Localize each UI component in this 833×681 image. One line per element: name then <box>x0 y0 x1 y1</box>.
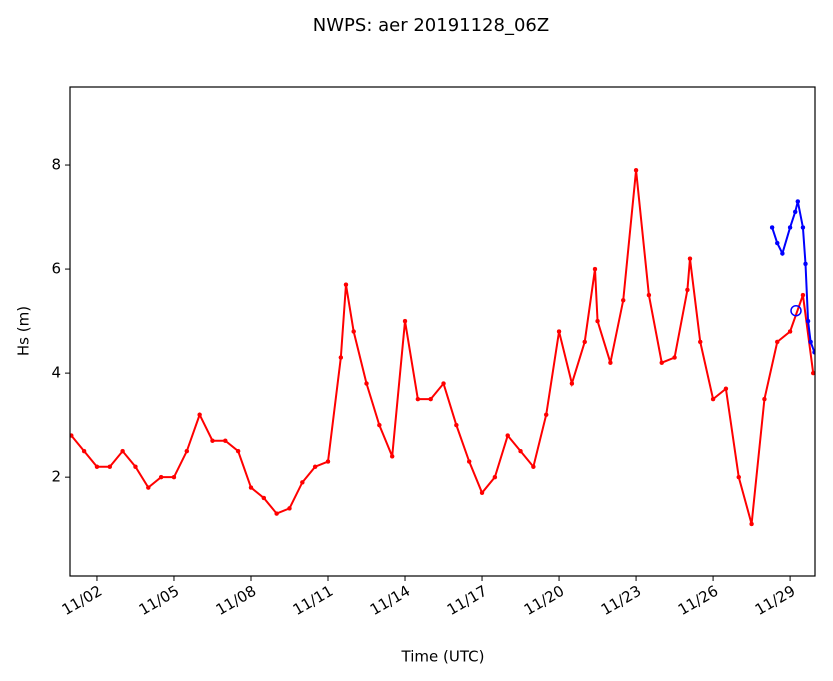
series-line <box>70 170 815 525</box>
data-point <box>749 521 754 527</box>
data-point <box>325 459 331 464</box>
y-tick-label: 4 <box>51 364 61 382</box>
data-point <box>81 448 87 454</box>
data-point <box>543 412 549 417</box>
chart-title: NWPS: aer 20191128_06Z <box>313 15 549 36</box>
y-tick-label: 2 <box>51 468 61 486</box>
data-point <box>800 225 806 230</box>
x-tick-label: 11/23 <box>598 582 644 619</box>
data-point <box>274 511 279 516</box>
data-point <box>531 464 536 470</box>
data-point <box>787 225 793 230</box>
data-point <box>810 370 815 376</box>
y-tick-label: 6 <box>51 260 61 278</box>
data-point <box>595 318 600 324</box>
data-point <box>792 209 798 215</box>
data-point <box>556 329 562 334</box>
data-point <box>146 485 151 490</box>
observation-marker <box>790 304 802 317</box>
data-point <box>441 381 446 386</box>
data-point <box>687 256 693 261</box>
data-point <box>803 261 808 267</box>
data-point <box>608 360 613 365</box>
data-point <box>158 474 164 480</box>
x-tick-label: 11/26 <box>675 582 721 619</box>
data-point <box>736 474 742 480</box>
data-point <box>800 292 806 298</box>
data-point <box>235 448 241 454</box>
x-tick-label: 11/11 <box>290 582 336 619</box>
data-point <box>389 454 395 459</box>
data-point <box>569 381 575 386</box>
data-point <box>633 167 639 173</box>
data-point <box>808 339 813 345</box>
data-point <box>402 318 408 324</box>
y-tick-label: 8 <box>51 156 61 174</box>
data-point <box>592 266 598 272</box>
data-point <box>210 438 215 443</box>
data-point <box>723 386 729 391</box>
data-point <box>171 474 177 480</box>
x-tick-label: 11/17 <box>444 582 490 619</box>
data-point <box>620 298 626 303</box>
data-point <box>70 433 74 438</box>
data-point <box>492 474 498 480</box>
data-point <box>780 251 785 256</box>
data-point <box>415 396 421 402</box>
data-point <box>184 448 190 454</box>
data-point <box>762 396 767 402</box>
data-point <box>120 448 125 454</box>
data-point <box>795 199 801 204</box>
data-point <box>697 339 703 345</box>
data-point <box>223 438 228 443</box>
data-point <box>710 396 716 402</box>
data-point <box>672 355 677 360</box>
data-point <box>428 396 433 402</box>
data-point <box>505 433 510 438</box>
data-point <box>775 339 780 345</box>
x-tick-label: 11/20 <box>521 582 567 619</box>
data-point <box>351 329 356 334</box>
data-point <box>769 225 775 230</box>
data-point <box>377 422 382 428</box>
data-point <box>479 490 485 496</box>
series-line <box>771 201 815 353</box>
data-point <box>685 287 690 293</box>
data-point <box>466 459 472 464</box>
data-point <box>133 464 138 470</box>
data-point <box>343 282 349 287</box>
data-point <box>261 495 267 501</box>
data-point <box>94 464 100 470</box>
data-point <box>775 240 780 246</box>
data-point <box>248 485 254 490</box>
data-point <box>300 480 305 485</box>
x-tick-label: 11/08 <box>213 582 259 619</box>
x-tick-label: 11/05 <box>136 582 182 619</box>
x-tick-label: 11/29 <box>752 582 798 619</box>
x-axis-label: Time (UTC) <box>401 648 485 666</box>
data-point <box>582 339 587 345</box>
plot-area <box>70 167 815 527</box>
y-axis-label: Hs (m) <box>15 306 33 356</box>
data-point <box>197 412 202 417</box>
x-tick-label: 11/02 <box>59 582 105 619</box>
data-point <box>787 329 793 334</box>
data-point <box>312 464 318 470</box>
data-point <box>454 422 459 428</box>
data-point <box>364 381 369 386</box>
data-point <box>107 464 113 470</box>
data-point <box>518 448 523 454</box>
data-point <box>287 506 292 511</box>
data-point <box>659 360 664 365</box>
data-point <box>646 292 652 298</box>
plot-frame <box>69 86 816 577</box>
data-point <box>805 318 811 324</box>
data-point <box>338 355 344 360</box>
x-tick-label: 11/14 <box>367 582 413 619</box>
